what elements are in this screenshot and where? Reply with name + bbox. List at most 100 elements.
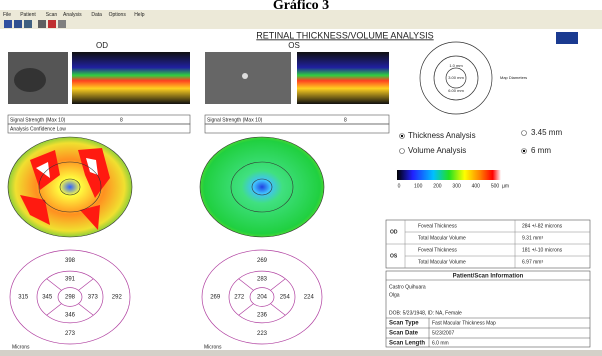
- option[interactable]: Volume Analysis: [408, 146, 466, 155]
- grid-divider: [238, 303, 254, 316]
- result: 284 +/-82 microns: [522, 223, 563, 229]
- grid-divider: [46, 278, 62, 291]
- sector-value: 283: [257, 277, 268, 283]
- scale-unit: µm: [502, 183, 509, 189]
- center-value: 204: [257, 295, 268, 301]
- grid-outer: [9, 249, 131, 345]
- os-signal: 8: [344, 117, 347, 123]
- menu-item[interactable]: Options: [109, 12, 127, 18]
- result: 181 +/-10 microns: [522, 247, 563, 253]
- sector-value: 292: [112, 295, 123, 301]
- option[interactable]: Thickness Analysis: [408, 131, 476, 140]
- sector-value: 391: [65, 277, 76, 283]
- first-name: Olga: [389, 292, 400, 298]
- sector-value: 345: [42, 295, 53, 301]
- grid-outer: [201, 249, 323, 345]
- sector-value: 269: [257, 258, 268, 264]
- sector-value: 224: [304, 295, 315, 301]
- os-label: OS: [288, 41, 300, 50]
- grid-center: [249, 287, 275, 307]
- option[interactable]: 3.45 mm: [531, 128, 562, 137]
- field: Scan Type: [389, 321, 419, 327]
- units: Microns: [204, 344, 222, 350]
- menu-item[interactable]: Data: [91, 12, 102, 18]
- menu-bar: [0, 10, 602, 19]
- od-confidence: Analysis Confidence Low: [10, 126, 66, 132]
- status-bar: [0, 350, 602, 356]
- radio[interactable]: [521, 130, 527, 136]
- caption: Gráfico 3: [273, 0, 329, 13]
- grid-center: [57, 287, 83, 307]
- sector-value: 315: [18, 295, 29, 301]
- scale-tick: 500: [491, 183, 500, 189]
- ring-label: 1.0 mm: [449, 63, 463, 68]
- patient-box: [385, 270, 591, 348]
- dob: DOB: 5/23/1948, ID: NA, Female: [389, 310, 462, 316]
- menu-item[interactable]: Patient: [20, 12, 36, 18]
- sector-value: 223: [257, 331, 268, 337]
- grid-divider: [238, 278, 254, 291]
- grid-divider: [78, 278, 94, 291]
- units: Microns: [12, 344, 30, 350]
- eye: OD: [390, 229, 398, 235]
- od-oct: [72, 52, 190, 104]
- measure: Total Macular Volume: [418, 259, 466, 265]
- map-diameters-label: Map Diameters: [500, 75, 527, 80]
- radio[interactable]: [399, 148, 405, 154]
- sector-value: 254: [280, 295, 291, 301]
- grid-divider: [270, 278, 286, 291]
- option[interactable]: 6 mm: [531, 146, 551, 155]
- toolbar: [0, 19, 602, 29]
- menu-item[interactable]: Analysis: [63, 12, 82, 18]
- measure: Foveal Thickness: [418, 247, 457, 253]
- measure: Total Macular Volume: [418, 235, 466, 241]
- scale-tick: 200: [433, 183, 442, 189]
- logo: [556, 32, 578, 44]
- result: 6.97 mm³: [522, 259, 543, 265]
- sector-value: 373: [88, 295, 99, 301]
- os-oct: [297, 52, 389, 104]
- toolbar-icons[interactable]: [4, 20, 66, 28]
- menu-item[interactable]: Help: [134, 12, 145, 18]
- measure: Foveal Thickness: [418, 223, 457, 229]
- ring-label: 3.00 mm: [448, 75, 464, 80]
- scale-tick: 300: [452, 183, 461, 189]
- grid-divider: [270, 303, 286, 316]
- grid-inner: [36, 270, 104, 324]
- od-confidence-box: [7, 123, 191, 134]
- ring-label: 6.00 mm: [448, 88, 464, 93]
- grid-divider: [78, 303, 94, 316]
- os-thickness-map: [199, 136, 325, 238]
- grid-divider: [46, 303, 62, 316]
- center-value: 298: [65, 295, 76, 301]
- od-thickness-map: [7, 136, 133, 238]
- menu-item[interactable]: Scan: [46, 12, 58, 18]
- field-value: Fast Macular Thickness Map: [432, 320, 496, 326]
- map-diameters: [419, 41, 493, 115]
- eye: OS: [390, 253, 398, 259]
- sector-value: 272: [234, 295, 245, 301]
- sector-value: 398: [65, 258, 76, 264]
- os-fundus: [205, 52, 291, 104]
- field-value: 6.0 mm: [432, 340, 449, 346]
- field: Scan Length: [389, 341, 425, 347]
- field-value: 5/23/2007: [432, 330, 454, 336]
- od-signal-label: Signal Strength (Max 10): [10, 117, 66, 123]
- os-signal-label: Signal Strength (Max 10): [207, 117, 263, 123]
- scale-tick: 0: [398, 183, 401, 189]
- last-name: Castro Quihuara: [389, 284, 426, 290]
- sector-value: 273: [65, 331, 76, 337]
- od-signal: 8: [120, 117, 123, 123]
- result: 9.31 mm³: [522, 235, 543, 241]
- patient-title: Patient/Scan Information: [453, 274, 524, 280]
- sector-value: 346: [65, 312, 76, 318]
- sector-value: 269: [210, 295, 221, 301]
- color-scale: [397, 170, 501, 180]
- sector-value: 236: [257, 312, 268, 318]
- title: RETINAL THICKNESS/VOLUME ANALYSIS: [256, 30, 433, 40]
- field: Scan Date: [389, 331, 419, 337]
- scale-tick: 100: [414, 183, 423, 189]
- od-label: OD: [96, 41, 108, 50]
- menu-item[interactable]: File: [3, 12, 11, 18]
